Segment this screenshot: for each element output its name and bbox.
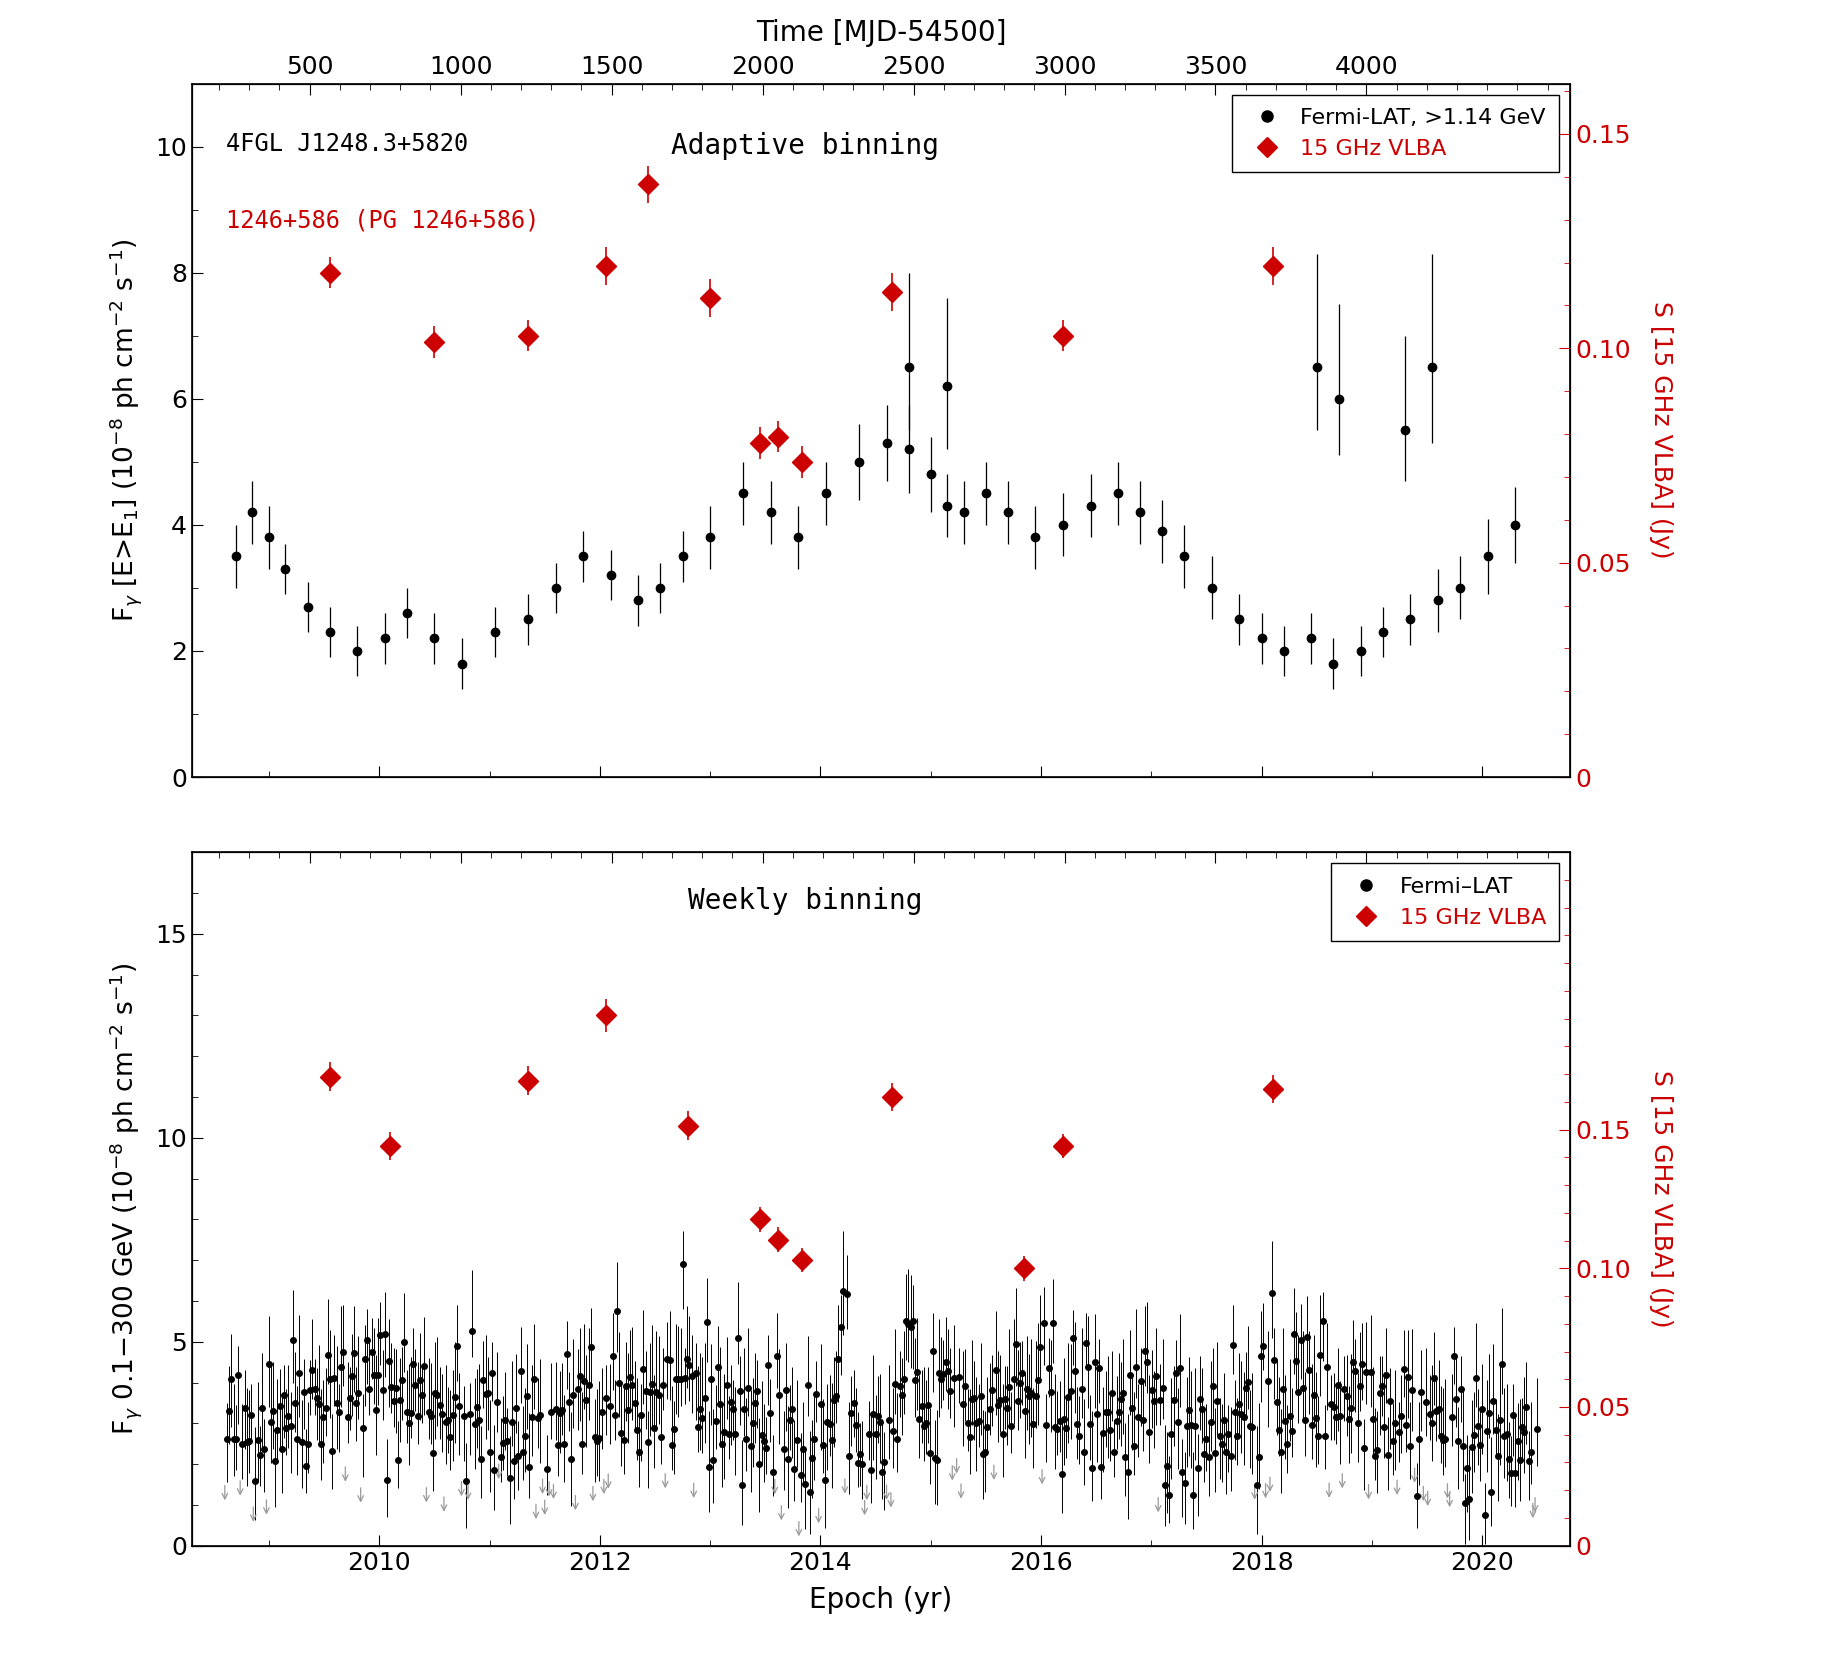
Y-axis label: F$_\gamma$ 0.1$-$300 GeV (10$^{-8}$ ph cm$^{-2}$ s$^{-1}$): F$_\gamma$ 0.1$-$300 GeV (10$^{-8}$ ph c…	[108, 962, 144, 1435]
X-axis label: Time [MJD-54500]: Time [MJD-54500]	[756, 18, 1006, 47]
Text: 1246+586 (PG 1246+586): 1246+586 (PG 1246+586)	[226, 209, 540, 232]
Text: Weekly binning: Weekly binning	[688, 887, 922, 916]
Y-axis label: S [15 GHz VLBA] (Jy): S [15 GHz VLBA] (Jy)	[1649, 1069, 1673, 1328]
Y-axis label: F$_\gamma$ [E>E$_1$] (10$^{-8}$ ph cm$^{-2}$ s$^{-1}$): F$_\gamma$ [E>E$_1$] (10$^{-8}$ ph cm$^{…	[108, 239, 144, 622]
Text: 4FGL J1248.3+5820: 4FGL J1248.3+5820	[226, 132, 469, 155]
Y-axis label: S [15 GHz VLBA] (Jy): S [15 GHz VLBA] (Jy)	[1649, 301, 1673, 560]
Text: Adaptive binning: Adaptive binning	[672, 132, 939, 160]
Legend: Fermi-LAT, >1.14 GeV, 15 GHz VLBA: Fermi-LAT, >1.14 GeV, 15 GHz VLBA	[1231, 95, 1559, 172]
Legend: Fermi–LAT, 15 GHz VLBA: Fermi–LAT, 15 GHz VLBA	[1331, 864, 1559, 941]
X-axis label: Epoch (yr): Epoch (yr)	[809, 1586, 953, 1614]
